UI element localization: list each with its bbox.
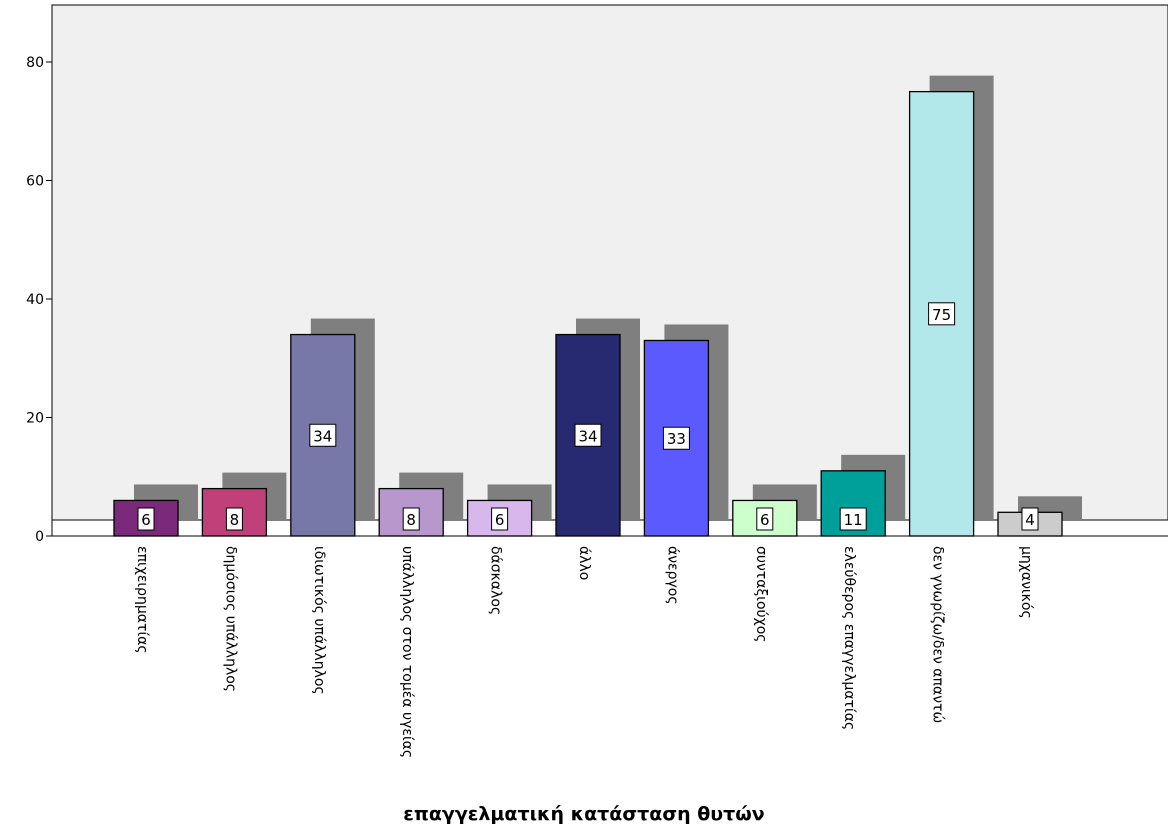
x-tick-label: ελεύθερος επαγγελματίας [841,546,857,730]
value-label-box [1021,507,1039,531]
value-label-box [839,507,867,531]
y-tick-label: 60 [26,174,44,190]
value-label-box [491,507,509,531]
value-label: 11 [844,511,863,529]
x-tick-label: δάσκαλος [488,546,504,615]
x-tick-label: άλλο [576,546,592,580]
value-label: 6 [141,511,151,529]
x-tick-label: άνεργος [664,546,680,605]
x-tick-label: ιδιωτικός υπάλληλος [311,546,327,695]
y-tick-label: 0 [35,529,44,545]
value-labels: 6 8 34 8 6 34 33 6 11 75 4 [137,302,1039,531]
y-tick-label: 20 [26,411,44,427]
y-tick-label: 40 [26,292,44,308]
bar [555,333,621,537]
value-label-box [402,507,420,531]
value-label: 75 [932,306,951,324]
x-tick-label: επιχειρηματίας [134,546,150,654]
value-label: 34 [313,427,332,445]
x-tick-label: δημόσιος υπάλληλος [222,546,238,692]
value-label: 4 [1025,511,1035,529]
value-label-box [137,507,155,531]
x-tick-label: υπάλληλος στον τομέα υγείας [399,546,415,758]
value-label: 6 [495,511,505,529]
x-axis-labels: επιχειρηματίας δημόσιος υπάλληλος ιδιωτικό… [134,546,1034,758]
value-label: 8 [230,511,240,529]
value-label-box [662,426,690,450]
x-axis-title: επαγγελματική κατάσταση θυτών [403,803,765,825]
value-label-box [574,423,602,447]
x-tick-label: δεν γνωρίζω/δεν απαντώ [930,546,946,723]
value-label: 33 [667,430,686,448]
value-label-box [225,507,243,531]
value-label: 34 [578,427,597,445]
value-label-box [309,423,337,447]
x-tick-label: μηχανικός [1018,546,1034,619]
value-label-box [756,507,774,531]
value-label: 8 [406,511,416,529]
y-axis: 0 20 40 60 80 [26,5,53,545]
value-label-box [928,302,956,326]
x-tick-label: συνταξιούχος [753,546,769,643]
y-tick-label: 80 [26,55,44,71]
value-label: 6 [760,511,770,529]
